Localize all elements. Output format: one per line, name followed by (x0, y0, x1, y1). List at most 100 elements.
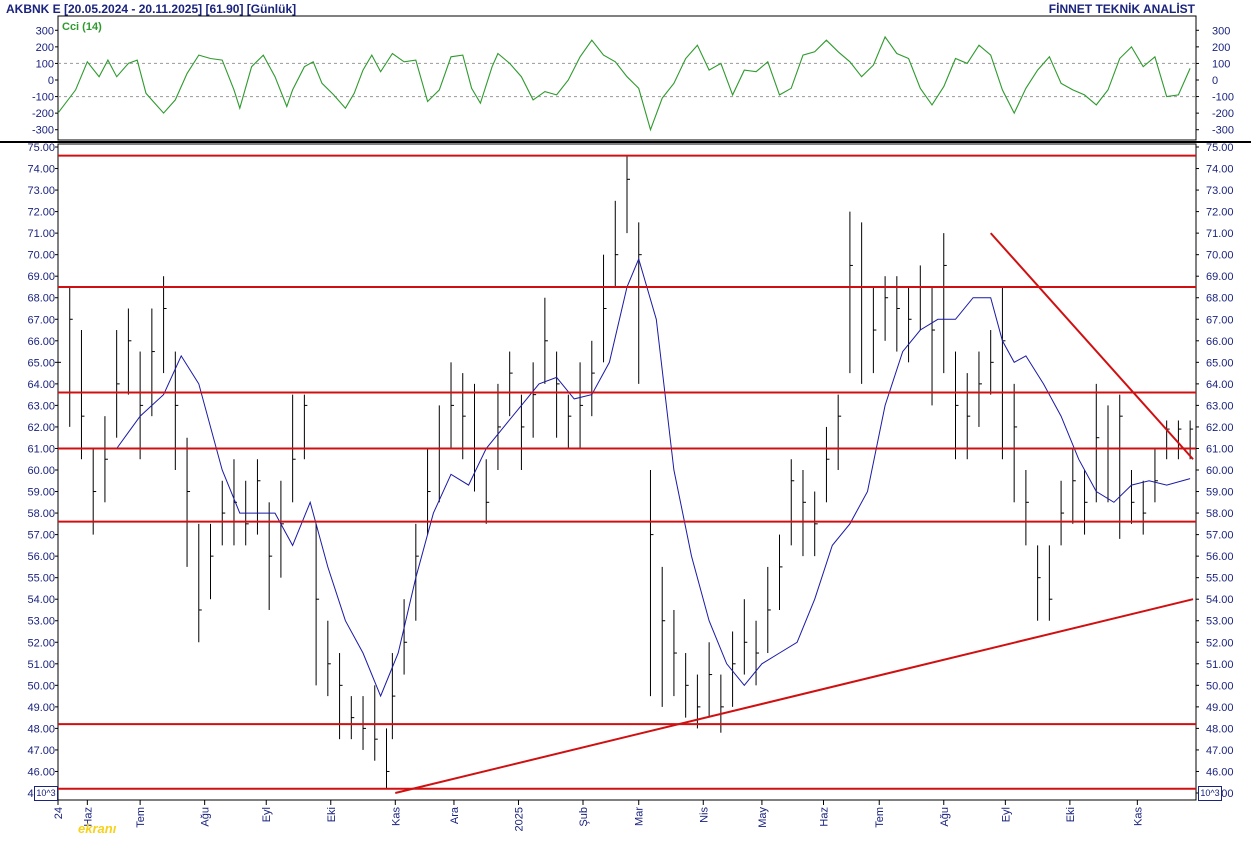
price-ytick-left: 58.00 (27, 508, 55, 520)
price-frame (57, 143, 1197, 801)
scale-box-left: 10^3 (34, 786, 58, 801)
price-ytick-right: 48.00 (1206, 723, 1234, 735)
price-ytick-right: 53.00 (1206, 616, 1234, 628)
cci-ytick-left: 300 (36, 25, 54, 37)
price-ytick-left: 47.00 (27, 745, 55, 757)
xtick-label: 2025 (513, 807, 525, 831)
price-ytick-left: 62.00 (27, 422, 55, 434)
price-ytick-right: 51.00 (1206, 659, 1234, 671)
cci-ytick-right: -100 (1212, 92, 1234, 104)
price-ytick-right: 71.00 (1206, 228, 1234, 240)
price-ytick-left: 75.00 (27, 142, 55, 154)
price-ytick-left: 74.00 (27, 164, 55, 176)
price-ytick-right: 56.00 (1206, 551, 1234, 563)
cci-ytick-right: -200 (1212, 108, 1234, 120)
xtick-label: Ağu (200, 807, 212, 827)
frame-layer (0, 15, 1251, 801)
price-ytick-right: 65.00 (1206, 357, 1234, 369)
cci-ytick-right: 100 (1212, 58, 1230, 70)
price-ytick-right: 46.00 (1206, 766, 1234, 778)
price-ytick-right: 66.00 (1206, 336, 1234, 348)
price-ytick-right: 61.00 (1206, 443, 1234, 455)
price-ytick-left: 53.00 (27, 616, 55, 628)
xtick-label: Şub (578, 807, 590, 827)
price-ytick-left: 52.00 (27, 637, 55, 649)
price-ytick-left: 59.00 (27, 487, 55, 499)
xtick-label: Ara (449, 806, 461, 824)
xtick-label: Eki (326, 807, 338, 822)
price-ytick-right: 64.00 (1206, 379, 1234, 391)
price-ytick-left: 51.00 (27, 659, 55, 671)
cci-panel (57, 35, 1196, 132)
price-ytick-left: 69.00 (27, 271, 55, 283)
cci-frame (57, 15, 1197, 141)
price-ytick-right: 62.00 (1206, 422, 1234, 434)
xtick-label: Eyl (261, 807, 273, 822)
xtick-label: Tem (135, 807, 147, 828)
price-ytick-right: 57.00 (1206, 530, 1234, 542)
price-ytick-left: 72.00 (27, 207, 55, 219)
cci-ytick-right: 200 (1212, 42, 1230, 54)
cci-ytick-left: 0 (48, 75, 54, 87)
xtick-label: Haz (819, 807, 831, 827)
price-ytick-left: 60.00 (27, 465, 55, 477)
price-ytick-right: 55.00 (1206, 573, 1234, 585)
price-ytick-right: 68.00 (1206, 293, 1234, 305)
price-ytick-left: 48.00 (27, 723, 55, 735)
price-ytick-left: 61.00 (27, 443, 55, 455)
price-ytick-left: 71.00 (27, 228, 55, 240)
price-ytick-left: 54.00 (27, 594, 55, 606)
cci-ytick-right: 300 (1212, 25, 1230, 37)
cci-ytick-left: -100 (32, 92, 54, 104)
price-ytick-right: 72.00 (1206, 207, 1234, 219)
price-ytick-left: 73.00 (27, 185, 55, 197)
logo-text: ekranı (78, 821, 117, 836)
price-ytick-right: 58.00 (1206, 508, 1234, 520)
scale-box-right: 10^3 (1198, 786, 1222, 801)
price-ytick-right: 74.00 (1206, 164, 1234, 176)
xtick-label: 24 (53, 807, 65, 819)
cci-ytick-left: -200 (32, 108, 54, 120)
cci-ytick-left: -300 (32, 125, 54, 137)
cci-ytick-left: 100 (36, 58, 54, 70)
price-ytick-right: 50.00 (1206, 680, 1234, 692)
xtick-label: Nis (698, 807, 710, 823)
xtick-label: Kas (1132, 807, 1144, 826)
instrument-header: AKBNK E [20.05.2024 - 20.11.2025] [61.90… (6, 2, 297, 16)
xtick-label: Tem (874, 807, 886, 828)
cci-ytick-right: -300 (1212, 125, 1234, 137)
price-ytick-right: 49.00 (1206, 702, 1234, 714)
cci-ytick-left: 200 (36, 42, 54, 54)
xtick-label: May (757, 807, 769, 828)
price-ytick-left: 64.00 (27, 379, 55, 391)
price-ytick-left: 46.00 (27, 766, 55, 778)
price-ytick-left: 65.00 (27, 357, 55, 369)
xtick-label: Ağu (939, 807, 951, 827)
price-ytick-right: 67.00 (1206, 314, 1234, 326)
xtick-label: Kas (390, 807, 402, 826)
price-ytick-left: 67.00 (27, 314, 55, 326)
price-ytick-right: 47.00 (1206, 745, 1234, 757)
price-ytick-right: 63.00 (1206, 400, 1234, 412)
price-ytick-left: 56.00 (27, 551, 55, 563)
price-ytick-left: 57.00 (27, 530, 55, 542)
cci-line (57, 35, 1191, 132)
price-ytick-right: 59.00 (1206, 487, 1234, 499)
ma-line (116, 257, 1191, 698)
provider-label: FİNNET TEKNİK ANALİST (1048, 2, 1195, 16)
price-ytick-right: 60.00 (1206, 465, 1234, 477)
price-ytick-left: 63.00 (27, 400, 55, 412)
price-panel (57, 154, 1196, 794)
price-ytick-left: 50.00 (27, 680, 55, 692)
xtick-label: Mar (634, 807, 646, 826)
price-ytick-left: 55.00 (27, 573, 55, 585)
price-ytick-left: 68.00 (27, 293, 55, 305)
price-ytick-right: 52.00 (1206, 637, 1234, 649)
price-ytick-right: 73.00 (1206, 185, 1234, 197)
xtick-label: Eki (1065, 807, 1077, 822)
price-ytick-right: 70.00 (1206, 250, 1234, 262)
price-ytick-left: 49.00 (27, 702, 55, 714)
price-ytick-right: 69.00 (1206, 271, 1234, 283)
